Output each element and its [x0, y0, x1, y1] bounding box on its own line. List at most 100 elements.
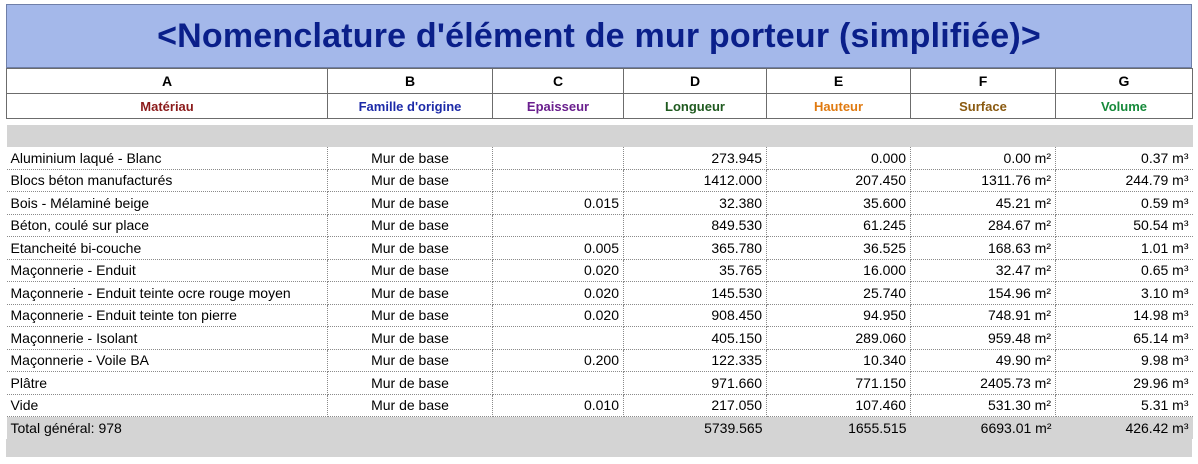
cell-longueur[interactable]: 32.380 [623, 191, 767, 215]
cell-materiau[interactable]: Maçonnerie - Voile BA [6, 349, 328, 372]
column-letter-d[interactable]: D [623, 68, 767, 94]
table-row[interactable]: Maçonnerie - Enduit teinte ton pierre Mur… [6, 304, 1193, 327]
cell-surface[interactable]: 531.30 m² [910, 394, 1056, 417]
cell-hauteur[interactable]: 16.000 [766, 259, 911, 282]
cell-epaisseur[interactable]: 0.020 [492, 304, 624, 327]
header-hauteur[interactable]: Hauteur [766, 93, 911, 119]
cell-volume[interactable]: 0.37 m³ [1055, 147, 1193, 170]
table-row[interactable]: Maçonnerie - Enduit Mur de base 0.020 35.76… [6, 259, 1193, 282]
cell-hauteur[interactable]: 25.740 [766, 281, 911, 305]
cell-hauteur[interactable]: 61.245 [766, 214, 911, 237]
cell-famille[interactable]: Mur de base [327, 326, 493, 350]
cell-famille[interactable]: Mur de base [327, 304, 493, 327]
table-row[interactable]: Blocs béton manufacturés Mur de base 1412.… [6, 169, 1193, 192]
cell-epaisseur[interactable] [492, 214, 624, 237]
column-letter-a[interactable]: A [6, 68, 328, 94]
cell-surface[interactable]: 959.48 m² [910, 326, 1056, 350]
table-row[interactable]: Maçonnerie - Voile BA Mur de base 0.200 122… [6, 349, 1193, 372]
cell-hauteur[interactable]: 207.450 [766, 169, 911, 192]
cell-epaisseur[interactable]: 0.020 [492, 259, 624, 282]
cell-volume[interactable]: 29.96 m³ [1055, 371, 1193, 395]
cell-volume[interactable]: 3.10 m³ [1055, 281, 1193, 305]
table-row[interactable]: Vide Mur de base 0.010 217.050 107.460 531.30… [6, 394, 1193, 417]
cell-materiau[interactable]: Maçonnerie - Enduit teinte ocre rouge mo… [6, 281, 328, 305]
cell-epaisseur[interactable] [492, 147, 624, 170]
cell-surface[interactable]: 2405.73 m² [910, 371, 1056, 395]
cell-epaisseur[interactable]: 0.010 [492, 394, 624, 417]
cell-famille[interactable]: Mur de base [327, 191, 493, 215]
cell-longueur[interactable]: 122.335 [623, 349, 767, 372]
cell-materiau[interactable]: Aluminium laqué - Blanc [6, 147, 328, 170]
header-epaisseur[interactable]: Epaisseur [492, 93, 624, 119]
cell-materiau[interactable]: Maçonnerie - Isolant [6, 326, 328, 350]
column-letter-e[interactable]: E [766, 68, 911, 94]
cell-volume[interactable]: 14.98 m³ [1055, 304, 1193, 327]
cell-surface[interactable]: 0.00 m² [910, 147, 1056, 170]
column-letter-c[interactable]: C [492, 68, 624, 94]
cell-longueur[interactable]: 35.765 [623, 259, 767, 282]
cell-materiau[interactable]: Bois - Mélaminé beige [6, 191, 328, 215]
cell-longueur[interactable]: 145.530 [623, 281, 767, 305]
cell-hauteur[interactable]: 36.525 [766, 236, 911, 260]
cell-materiau[interactable]: Vide [6, 394, 328, 417]
cell-materiau[interactable]: Maçonnerie - Enduit teinte ton pierre [6, 304, 328, 327]
cell-volume[interactable]: 1.01 m³ [1055, 236, 1193, 260]
cell-hauteur[interactable]: 35.600 [766, 191, 911, 215]
cell-hauteur[interactable]: 289.060 [766, 326, 911, 350]
table-row[interactable]: Maçonnerie - Isolant Mur de base 405.150 28… [6, 326, 1193, 350]
table-row[interactable]: Maçonnerie - Enduit teinte ocre rouge mo… [6, 281, 1193, 305]
cell-epaisseur[interactable] [492, 169, 624, 192]
table-row[interactable]: Aluminium laqué - Blanc Mur de base 273.94… [6, 147, 1193, 170]
cell-materiau[interactable]: Béton, coulé sur place [6, 214, 328, 237]
cell-epaisseur[interactable]: 0.005 [492, 236, 624, 260]
cell-longueur[interactable]: 405.150 [623, 326, 767, 350]
cell-epaisseur[interactable]: 0.015 [492, 191, 624, 215]
cell-surface[interactable]: 154.96 m² [910, 281, 1056, 305]
header-surface[interactable]: Surface [910, 93, 1056, 119]
cell-volume[interactable]: 244.79 m³ [1055, 169, 1193, 192]
cell-volume[interactable]: 9.98 m³ [1055, 349, 1193, 372]
header-famille[interactable]: Famille d'origine [327, 93, 493, 119]
cell-famille[interactable]: Mur de base [327, 214, 493, 237]
cell-materiau[interactable]: Etancheité bi-couche [6, 236, 328, 260]
cell-hauteur[interactable]: 107.460 [766, 394, 911, 417]
cell-famille[interactable]: Mur de base [327, 349, 493, 372]
schedule-title-bar[interactable]: <Nomenclature d'élément de mur porteur (… [6, 4, 1192, 68]
cell-famille[interactable]: Mur de base [327, 147, 493, 170]
table-row[interactable]: Etancheité bi-couche Mur de base 0.005 365.… [6, 236, 1193, 260]
cell-hauteur[interactable]: 0.000 [766, 147, 911, 170]
header-longueur[interactable]: Longueur [623, 93, 767, 119]
column-letter-b[interactable]: B [327, 68, 493, 94]
cell-famille[interactable]: Mur de base [327, 394, 493, 417]
cell-volume[interactable]: 65.14 m³ [1055, 326, 1193, 350]
total-row[interactable]: Total général: 978 5739.565 1655.515 6693.0… [6, 416, 1193, 439]
cell-surface[interactable]: 748.91 m² [910, 304, 1056, 327]
cell-materiau[interactable]: Plâtre [6, 371, 328, 395]
cell-longueur[interactable]: 849.530 [623, 214, 767, 237]
cell-materiau[interactable]: Maçonnerie - Enduit [6, 259, 328, 282]
header-volume[interactable]: Volume [1055, 93, 1193, 119]
cell-famille[interactable]: Mur de base [327, 169, 493, 192]
cell-surface[interactable]: 168.63 m² [910, 236, 1056, 260]
cell-epaisseur[interactable] [492, 326, 624, 350]
cell-longueur[interactable]: 217.050 [623, 394, 767, 417]
table-row[interactable]: Bois - Mélaminé beige Mur de base 0.015 32.… [6, 191, 1193, 215]
cell-epaisseur[interactable]: 0.200 [492, 349, 624, 372]
cell-longueur[interactable]: 908.450 [623, 304, 767, 327]
cell-hauteur[interactable]: 10.340 [766, 349, 911, 372]
cell-epaisseur[interactable] [492, 371, 624, 395]
cell-longueur[interactable]: 273.945 [623, 147, 767, 170]
cell-volume[interactable]: 50.54 m³ [1055, 214, 1193, 237]
cell-volume[interactable]: 5.31 m³ [1055, 394, 1193, 417]
column-letter-g[interactable]: G [1055, 68, 1193, 94]
cell-surface[interactable]: 1311.76 m² [910, 169, 1056, 192]
cell-longueur[interactable]: 1412.000 [623, 169, 767, 192]
cell-hauteur[interactable]: 94.950 [766, 304, 911, 327]
cell-surface[interactable]: 45.21 m² [910, 191, 1056, 215]
cell-volume[interactable]: 0.59 m³ [1055, 191, 1193, 215]
cell-surface[interactable]: 49.90 m² [910, 349, 1056, 372]
cell-epaisseur[interactable]: 0.020 [492, 281, 624, 305]
cell-famille[interactable]: Mur de base [327, 371, 493, 395]
cell-surface[interactable]: 284.67 m² [910, 214, 1056, 237]
header-materiau[interactable]: Matériau [6, 93, 328, 119]
